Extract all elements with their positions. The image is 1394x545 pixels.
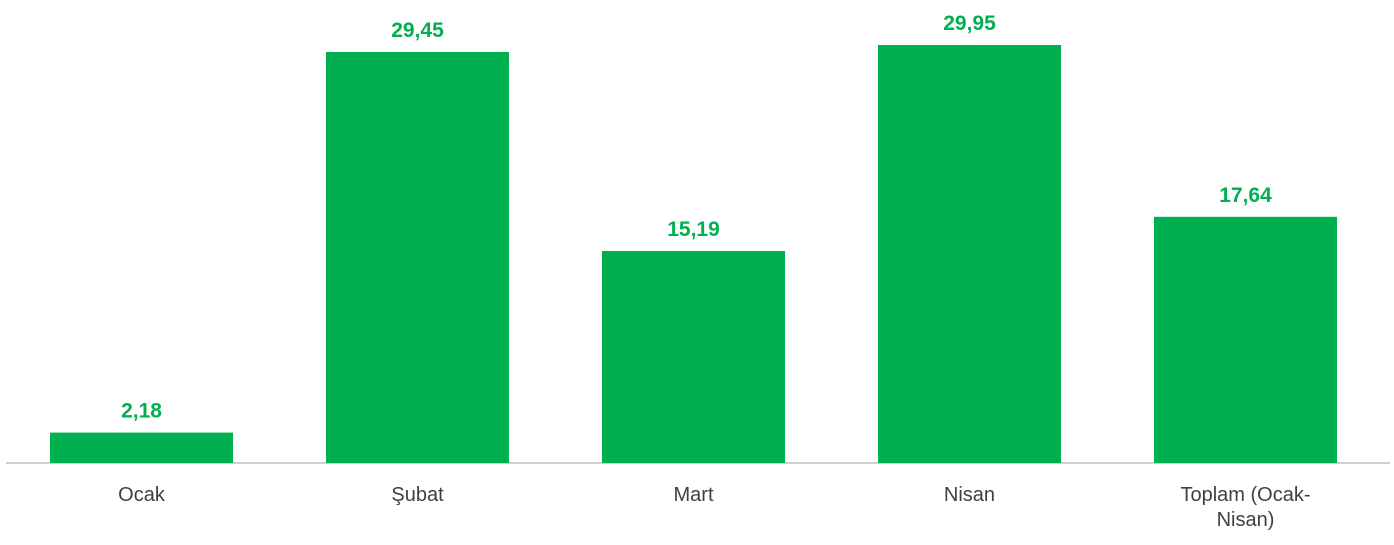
bar (602, 250, 785, 463)
bar (326, 51, 509, 463)
value-label: 17,64 (1219, 184, 1272, 207)
value-label: 15,19 (667, 218, 720, 241)
x-tick-label: Toplam (Ocak-Nisan) (1180, 484, 1311, 531)
x-tick-label: Ocak (118, 484, 165, 506)
value-label: 29,95 (943, 12, 996, 35)
bar (1154, 216, 1337, 463)
x-tick-label: Şubat (391, 484, 444, 506)
x-tick-label: Nisan (943, 484, 996, 506)
bar (50, 432, 233, 463)
x-tick-label: Mart (673, 484, 714, 506)
value-label: 29,45 (391, 19, 444, 42)
bar (878, 45, 1061, 463)
value-label: 2,18 (121, 400, 162, 423)
